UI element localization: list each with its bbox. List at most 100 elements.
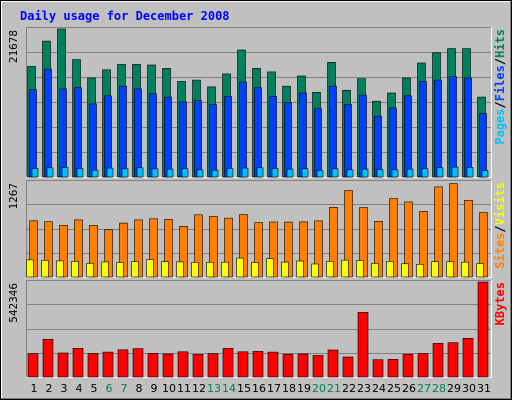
bar-pages-day-30 [466,167,474,178]
day-label-10: 10 [162,382,176,395]
bar-pages-day-23 [361,168,369,178]
day-label-1: 1 [31,382,38,395]
bar-files-day-18 [284,102,292,178]
bar-files-day-31 [479,113,487,178]
bar-visits-day-3 [56,260,64,278]
legend-sites: Sites [493,233,507,269]
bar-files-day-5 [89,103,97,178]
day-label-20: 20 [312,382,326,395]
bar-files-day-10 [164,96,172,178]
bar-pages-day-25 [391,169,399,178]
bar-files-day-26 [404,95,412,178]
bar-visits-day-11 [176,261,184,278]
legend-sep1: / [493,101,507,108]
bar-files-day-21 [329,85,337,178]
bar-pages-day-14 [226,168,234,178]
bar-kbytes-day-24 [372,359,384,378]
bar-pages-day-6 [106,167,114,178]
bar-pages-day-13 [211,169,219,178]
bar-visits-day-27 [416,263,424,278]
bar-files-day-16 [254,87,262,178]
bar-pages-day-7 [121,168,129,178]
bar-visits-day-28 [431,261,439,278]
bar-files-day-29 [449,76,457,178]
bar-kbytes-day-19 [297,353,309,378]
bar-kbytes-day-26 [402,353,414,378]
day-label-24: 24 [372,382,386,395]
bar-pages-day-29 [451,166,459,178]
bar-files-day-13 [209,104,217,178]
day-label-27: 27 [417,382,431,395]
bar-kbytes-day-18 [282,353,294,378]
bar-files-day-2 [44,68,52,178]
bar-files-day-28 [434,79,442,178]
chart-title: Daily usage for December 2008 [20,9,230,23]
bar-files-day-30 [464,77,472,178]
bar-kbytes-day-27 [417,353,429,378]
bar-files-day-4 [74,87,82,178]
bar-kbytes-day-16 [252,351,264,378]
day-label-17: 17 [267,382,281,395]
bar-files-day-24 [374,115,382,178]
day-label-7: 7 [121,382,128,395]
day-label-30: 30 [462,382,476,395]
bar-visits-day-19 [296,260,304,278]
bar-files-day-15 [239,81,247,178]
bar-pages-day-16 [256,167,264,178]
bar-visits-day-18 [281,261,289,278]
bar-pages-day-1 [31,168,39,178]
bar-files-day-6 [104,95,112,178]
bar-kbytes-day-28 [432,343,444,378]
bar-files-day-14 [224,96,232,178]
bar-files-day-25 [389,107,397,178]
bar-files-day-3 [59,88,67,178]
bar-pages-day-4 [76,168,84,178]
bar-kbytes-day-25 [387,358,399,378]
bar-files-day-17 [269,96,277,178]
bar-pages-day-9 [151,168,159,178]
bar-pages-day-20 [316,170,324,178]
bar-visits-day-2 [41,260,49,278]
bar-pages-day-3 [61,167,69,178]
day-label-21: 21 [327,382,341,395]
legend-hits: Hits [493,29,507,58]
bar-kbytes-day-4 [72,347,84,378]
bar-visits-day-9 [146,259,154,278]
bar-kbytes-day-12 [192,354,204,378]
day-label-6: 6 [106,382,113,395]
bar-pages-day-28 [436,167,444,178]
bar-kbytes-day-30 [462,337,474,378]
day-label-4: 4 [76,382,83,395]
bar-files-day-19 [299,92,307,178]
bar-pages-day-17 [271,168,279,178]
bar-visits-day-8 [131,261,139,278]
day-labels: 1 2 3 4 5 6 7 8 9 10 11 12 13 14 15 16 17 18 19 20 21 22 23 24 2… [31,382,492,395]
day-label-18: 18 [282,382,296,395]
bar-visits-day-26 [401,263,409,278]
bar-pages-day-19 [301,168,309,178]
legend-pages: Pages [493,109,507,145]
bar-kbytes-day-10 [162,353,174,378]
bar-files-day-20 [314,108,322,178]
bar-visits-day-10 [161,261,169,278]
day-label-16: 16 [252,382,266,395]
bar-pages-day-5 [91,169,99,178]
y-max-label: 21678 [7,30,20,63]
bar-visits-day-14 [221,261,229,278]
bar-kbytes-day-14 [222,347,234,378]
day-label-28: 28 [432,382,446,395]
bar-kbytes-day-8 [132,348,144,378]
bar-visits-day-22 [341,259,349,278]
day-label-13: 13 [207,382,221,395]
bar-kbytes-day-15 [237,351,249,378]
bar-kbytes-day-22 [342,356,354,378]
bar-kbytes-day-13 [207,353,219,378]
day-label-15: 15 [237,382,251,395]
bar-visits-day-13 [206,261,214,278]
bar-kbytes-day-1 [27,353,39,378]
bar-visits-day-16 [251,262,259,278]
bar-kbytes-day-31 [477,281,489,378]
bar-pages-day-10 [166,168,174,178]
bar-kbytes-day-2 [42,338,54,378]
